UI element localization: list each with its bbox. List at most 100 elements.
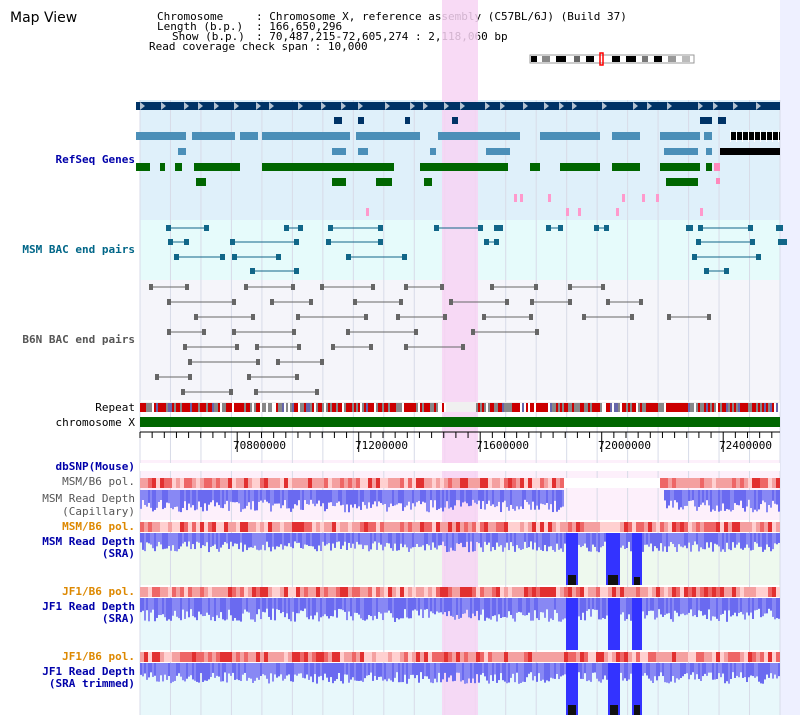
depth-bin [220,598,222,613]
pol-bin [480,652,484,662]
track-label-msm-depth-sra-1[interactable]: MSM Read Depth [42,535,135,548]
depth-bin [746,490,748,507]
pol-bin [644,652,648,662]
pol-bin [524,587,528,597]
depth-bin [150,663,152,673]
track-label-chromosome[interactable]: chromosome X [55,416,135,429]
depth-bin [582,533,584,546]
pol-bin [696,652,700,662]
depth-bin [660,598,662,615]
depth-bin [696,598,698,618]
depth-bin [554,490,556,501]
track-label-msm-bac[interactable]: MSM BAC end pairs [22,243,135,256]
track-label-jf1-b6-pol-2[interactable]: JF1/B6 pol. [62,650,135,663]
depth-bin [318,490,320,501]
depth-bin [222,663,224,682]
depth-bin [716,598,718,619]
pol-bin [600,522,604,532]
depth-bin [592,663,594,673]
pol-bin [320,587,324,597]
depth-bin [226,663,228,683]
depth-bin [176,663,178,676]
repeat-block [206,403,208,412]
pol-bin [524,522,528,532]
pol-bin [456,478,460,488]
depth-bin [584,533,586,544]
depth-bin [382,490,384,505]
repeat-block [310,403,312,412]
depth-bin [196,490,198,510]
track-label-jf1-depth-trim-1[interactable]: JF1 Read Depth [42,665,135,678]
track-label-refseq[interactable]: RefSeq Genes [55,153,135,166]
depth-bin [404,490,406,508]
track-label-repeat[interactable]: Repeat [95,401,135,414]
pol-bin [672,587,676,597]
pol-bin [628,522,632,532]
depth-bin [188,598,190,618]
repeat-block [622,403,624,412]
pol-bin [636,478,640,488]
repeat-block [418,403,420,412]
depth-bin [172,533,174,546]
pol-bin [352,587,356,597]
depth-bin [298,490,300,501]
track-label-msm-depth-cap-1[interactable]: MSM Read Depth [42,492,135,505]
depth-bin [362,598,364,621]
depth-bin [736,598,738,617]
pol-bin [344,652,348,662]
depth-bin [182,663,184,681]
chromosome-ideogram[interactable] [528,52,698,66]
depth-bin [738,533,740,543]
pol-bin [752,587,756,597]
track-label-jf1-depth-sra-1[interactable]: JF1 Read Depth [42,600,135,613]
pol-bin [592,478,596,488]
depth-bin [284,663,286,679]
depth-bin [204,490,206,504]
depth-bin [674,533,676,548]
bac-end [639,299,643,305]
pol-bin [272,587,276,597]
depth-bin [550,490,552,505]
pol-bin [520,522,524,532]
pol-bin [252,652,256,662]
depth-bin [272,663,274,682]
pol-bin [160,652,164,662]
repeat-block [372,403,374,412]
repeat-block [504,403,506,412]
track-label-msm-b6-pol-1[interactable]: MSM/B6 pol. [62,475,135,488]
depth-bin [588,663,590,681]
depth-bin [534,490,536,510]
repeat-block [716,403,718,412]
bac-end [494,225,499,231]
repeat-block [342,403,344,412]
pol-bin [516,478,520,488]
depth-bin [216,598,218,616]
track-label-b6n-bac[interactable]: B6N BAC end pairs [22,333,135,346]
track-label-dbsnp[interactable]: dbSNP(Mouse) [55,460,135,473]
pol-bin [344,587,348,597]
pol-bin [264,478,268,488]
pol-bin [572,652,576,662]
pol-bin [440,587,444,597]
depth-bin [486,533,488,545]
depth-bin [156,663,158,682]
pol-bin [368,652,372,662]
depth-bin [678,598,680,617]
depth-bin [714,490,716,511]
depth-bin [538,533,540,548]
track-label-msm-b6-pol-2[interactable]: MSM/B6 pol. [62,520,135,533]
repeat-block [496,403,498,412]
depth-bin [432,598,434,614]
pol-bin [508,522,512,532]
depth-bin [434,663,436,679]
depth-bin [328,533,330,544]
depth-bin [498,490,500,502]
depth-bin [664,533,666,547]
depth-bin [436,598,438,612]
depth-bin [444,663,446,673]
bac-end [692,254,697,260]
depth-bin [494,663,496,675]
depth-bin [680,490,682,508]
track-label-jf1-b6-pol-1[interactable]: JF1/B6 pol. [62,585,135,598]
